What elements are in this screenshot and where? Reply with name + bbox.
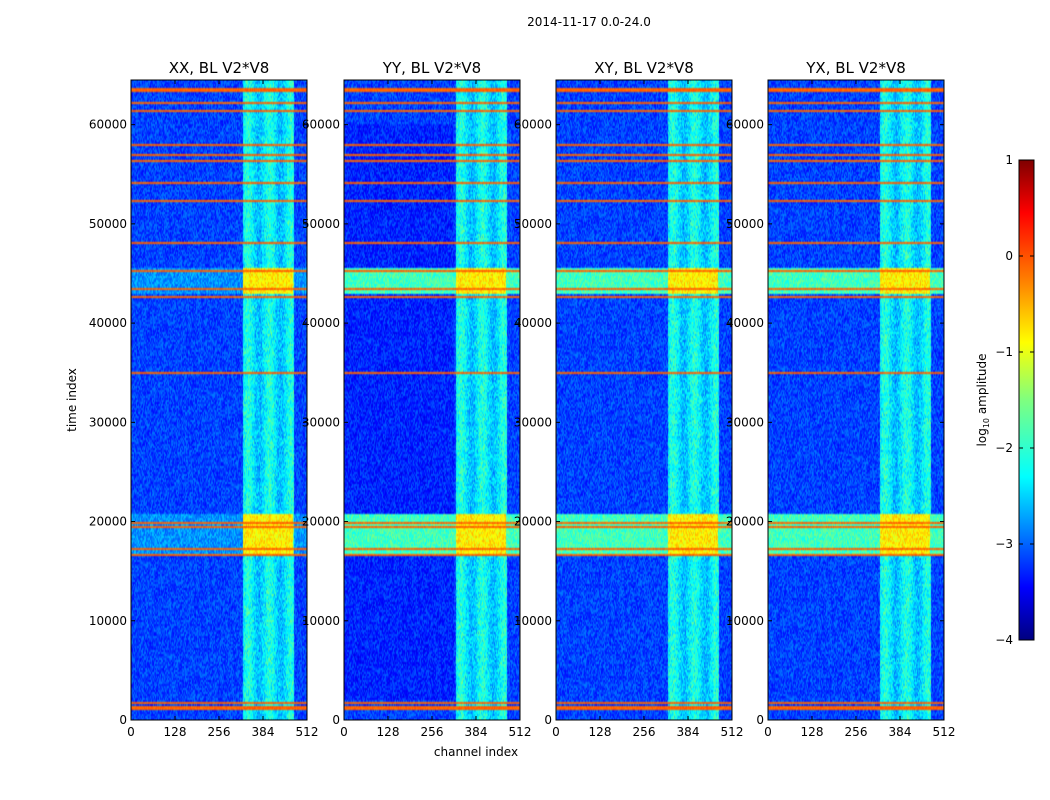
x-tick-label: 384: [677, 725, 700, 739]
y-tick-label: 60000: [514, 118, 552, 132]
heatmap-image: [556, 80, 732, 720]
x-tick-label: 512: [509, 725, 532, 739]
x-tick-label: 256: [421, 725, 444, 739]
x-tick-label: 128: [801, 725, 824, 739]
x-tick-label: 256: [208, 725, 231, 739]
y-tick-label: 30000: [89, 415, 127, 429]
x-tick-label: 128: [589, 725, 612, 739]
y-tick-label: 0: [332, 713, 340, 727]
heatmap-panels: XX, BL V2*V8 0 128 256 384 512 0 10000 20000 3000…: [89, 59, 956, 739]
y-tick-label: 30000: [514, 415, 552, 429]
panel-title: XX, BL V2*V8: [169, 59, 270, 77]
panel-title: YY, BL V2*V8: [382, 59, 481, 77]
panel-2: XY, BL V2*V8 0 128 256 384 512 0 10000 20000 3000…: [514, 59, 744, 739]
y-tick-label: 10000: [302, 614, 340, 628]
y-tick-label: 50000: [89, 217, 127, 231]
y-tick-label: 10000: [514, 614, 552, 628]
x-tick-label: 512: [296, 725, 319, 739]
panel-0: XX, BL V2*V8 0 128 256 384 512 0 10000 20000 3000…: [89, 59, 319, 739]
y-tick-label: 50000: [726, 217, 764, 231]
colorbar-tick-label: −3: [995, 537, 1013, 551]
colorbar: log10 amplitude 1 0 −1 −2 −3 −4: [975, 153, 1035, 647]
x-tick-label: 0: [552, 725, 560, 739]
x-tick-label: 256: [845, 725, 868, 739]
y-tick-label: 60000: [726, 118, 764, 132]
y-tick-label: 30000: [726, 415, 764, 429]
y-tick-label: 0: [544, 713, 552, 727]
x-tick-label: 0: [127, 725, 135, 739]
y-tick-label: 10000: [726, 614, 764, 628]
y-tick-label: 30000: [302, 415, 340, 429]
panel-title: YX, BL V2*V8: [805, 59, 906, 77]
x-tick-label: 512: [933, 725, 956, 739]
x-tick-label: 384: [465, 725, 488, 739]
colorbar-tick-label: −4: [995, 633, 1013, 647]
x-tick-label: 512: [721, 725, 744, 739]
heatmap-image: [131, 80, 307, 720]
panel-title: XY, BL V2*V8: [594, 59, 694, 77]
heatmap-image: [344, 80, 520, 720]
colorbar-tick-label: −1: [995, 345, 1013, 359]
x-axis-label: channel index: [434, 745, 518, 759]
y-tick-label: 40000: [89, 316, 127, 330]
y-tick-label: 40000: [726, 316, 764, 330]
y-tick-label: 40000: [514, 316, 552, 330]
panel-1: YY, BL V2*V8 0 128 256 384 512 0 10000 20000 3000…: [302, 59, 532, 739]
x-tick-label: 256: [633, 725, 656, 739]
panel-3: YX, BL V2*V8 0 128 256 384 512 0 10000 20000 3000…: [726, 59, 956, 739]
colorbar-tick-label: 1: [1005, 153, 1013, 167]
y-tick-label: 10000: [89, 614, 127, 628]
y-axis-label: time index: [65, 368, 79, 432]
colorbar-gradient: [1018, 159, 1035, 641]
y-tick-label: 50000: [302, 217, 340, 231]
y-tick-label: 50000: [514, 217, 552, 231]
y-tick-label: 20000: [514, 515, 552, 529]
heatmap-image: [768, 80, 944, 720]
x-tick-label: 0: [764, 725, 772, 739]
y-tick-label: 20000: [302, 515, 340, 529]
x-tick-label: 128: [164, 725, 187, 739]
y-tick-label: 60000: [302, 118, 340, 132]
x-tick-label: 128: [377, 725, 400, 739]
colorbar-label: log10 amplitude: [975, 354, 991, 447]
colorbar-tick-label: −2: [995, 441, 1013, 455]
x-tick-label: 384: [252, 725, 275, 739]
y-tick-label: 20000: [89, 515, 127, 529]
colorbar-tick-label: 0: [1005, 249, 1013, 263]
y-tick-label: 20000: [726, 515, 764, 529]
figure-suptitle: 2014-11-17 0.0-24.0: [527, 15, 651, 29]
x-tick-label: 0: [340, 725, 348, 739]
y-tick-label: 0: [756, 713, 764, 727]
y-tick-label: 0: [119, 713, 127, 727]
y-tick-label: 40000: [302, 316, 340, 330]
y-tick-label: 60000: [89, 118, 127, 132]
x-tick-label: 384: [889, 725, 912, 739]
